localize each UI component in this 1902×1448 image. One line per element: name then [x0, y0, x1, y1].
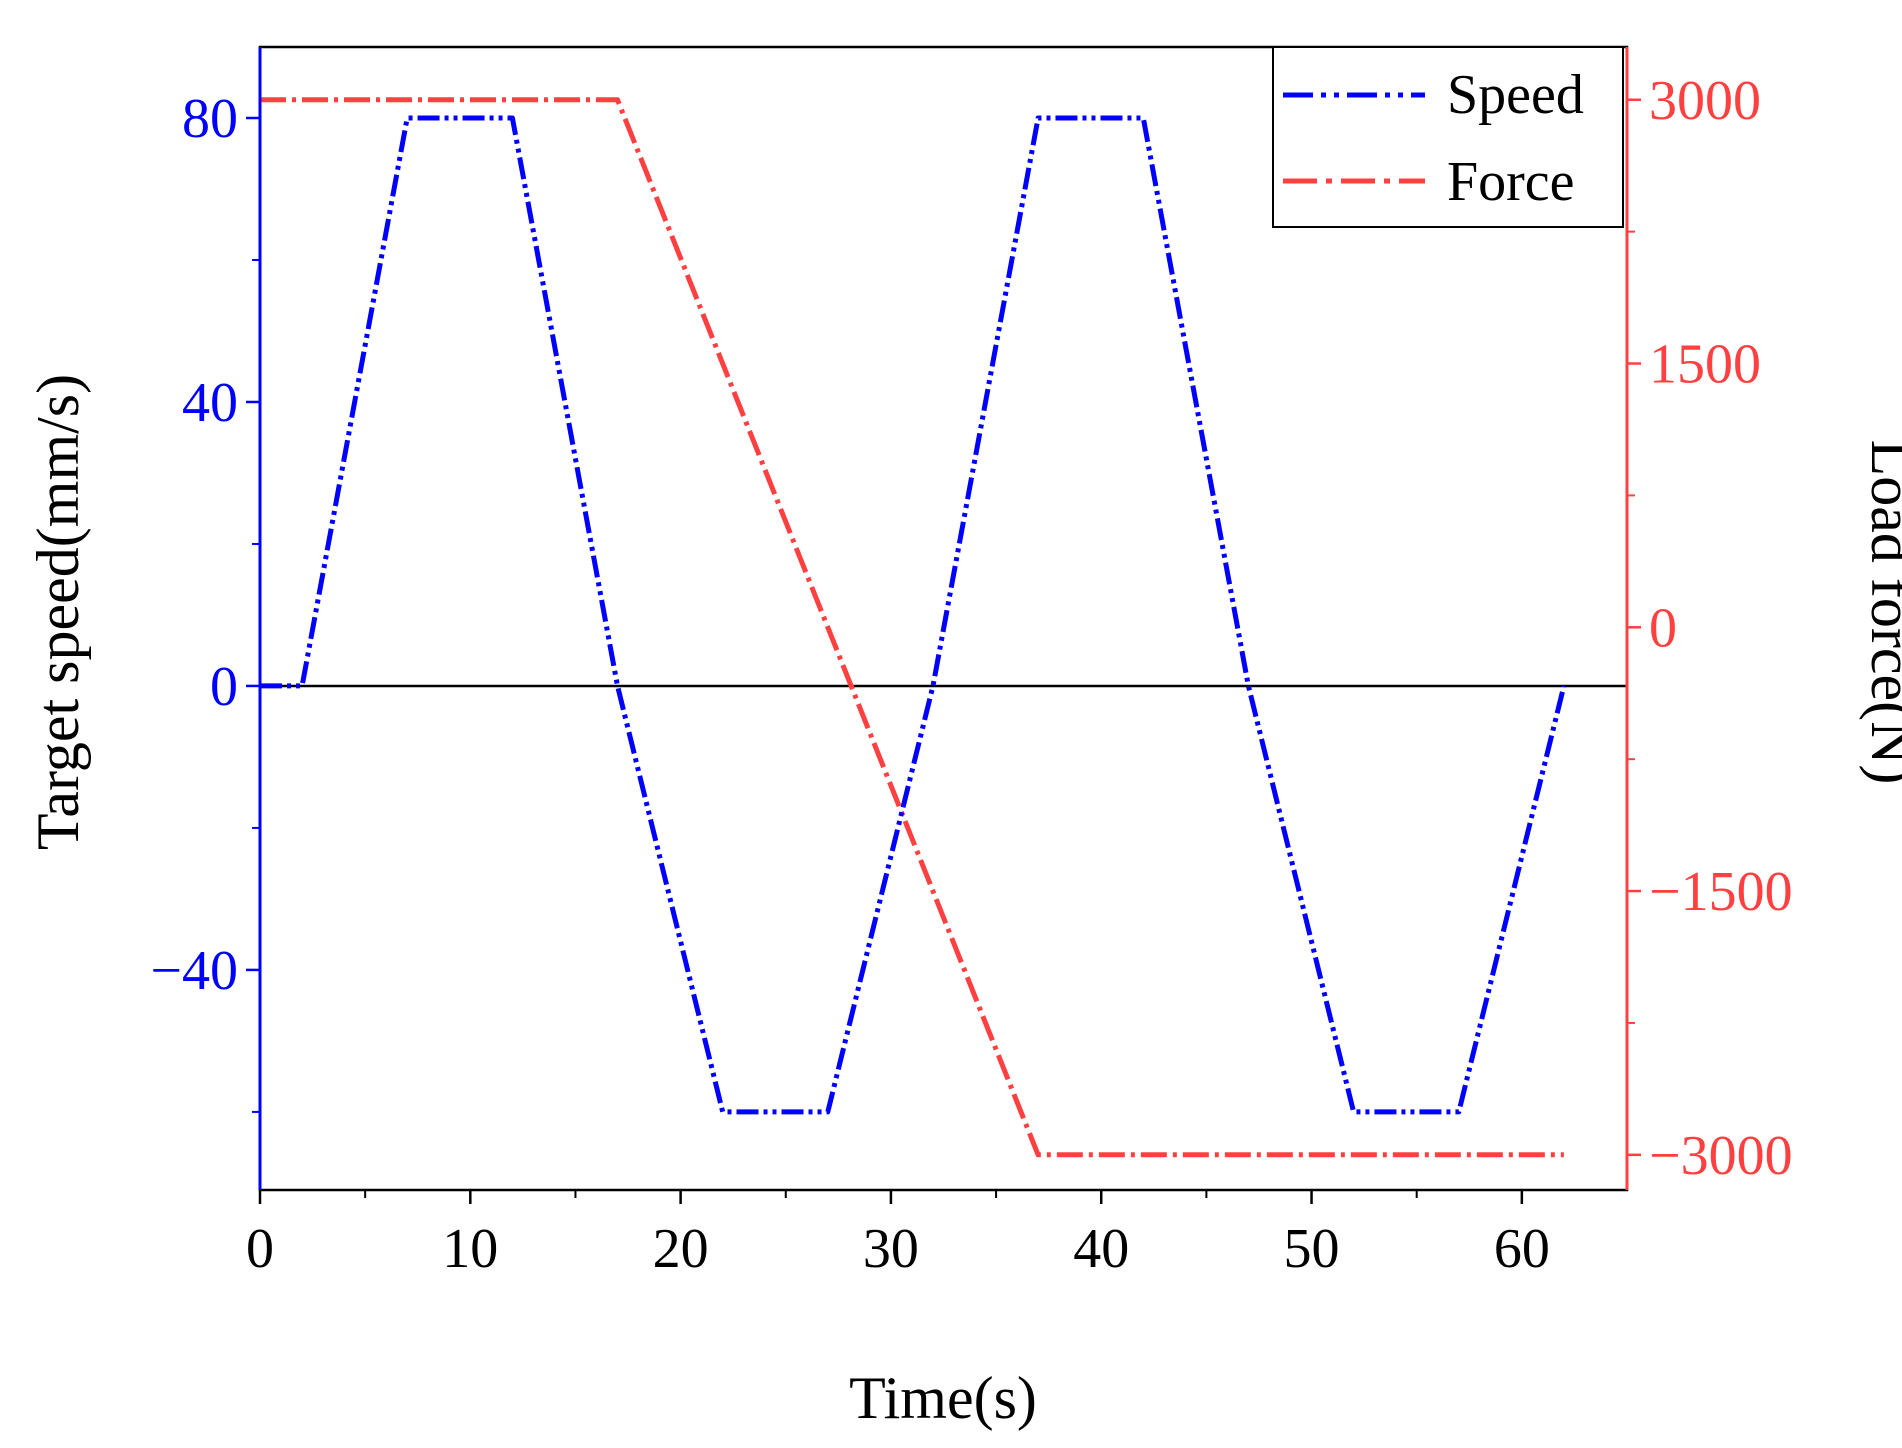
x-tick-label: 20: [653, 1218, 709, 1280]
right-y-tick-label: 3000: [1649, 70, 1761, 132]
x-tick-label: 10: [442, 1218, 498, 1280]
right-y-tick-label: −1500: [1649, 861, 1793, 923]
right-y-axis-title: Load force(N): [1859, 440, 1902, 785]
left-y-axis: −40 0 40 80: [150, 47, 262, 1190]
series-layer: [260, 97, 1567, 1158]
legend-label-speed: Speed: [1447, 64, 1584, 126]
right-y-axis: −3000 −1500 0 1500 3000: [1625, 47, 1793, 1190]
series-speed-line: [260, 115, 1567, 1115]
series-force-line: [260, 97, 1564, 1158]
right-y-tick-label: −3000: [1649, 1125, 1793, 1187]
left-y-axis-title: Target speed(mm/s): [25, 374, 91, 850]
right-y-tick-label: 0: [1649, 597, 1677, 659]
x-axis-title: Time(s): [849, 1365, 1037, 1431]
x-axis: 0 10 20 30 40 50 60: [246, 1190, 1550, 1280]
x-tick-label: 50: [1284, 1218, 1340, 1280]
left-y-tick-label: 40: [182, 372, 238, 434]
legend-box: [1272, 46, 1624, 228]
x-tick-label: 30: [863, 1218, 919, 1280]
left-y-tick-label: 80: [182, 88, 238, 150]
x-tick-label: 0: [246, 1218, 274, 1280]
x-tick-label: 40: [1073, 1218, 1129, 1280]
legend: Speed Force: [1272, 46, 1624, 228]
x-tick-label: 60: [1494, 1218, 1550, 1280]
legend-label-force: Force: [1447, 151, 1575, 213]
left-y-tick-label: −40: [150, 940, 238, 1002]
right-y-tick-label: 1500: [1649, 334, 1761, 396]
left-y-tick-label: 0: [210, 656, 238, 718]
